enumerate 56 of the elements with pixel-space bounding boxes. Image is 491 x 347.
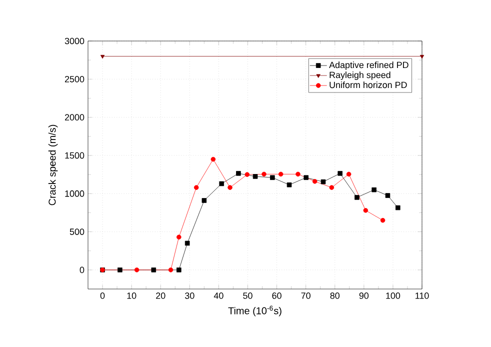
x-tick-label: 70 — [301, 292, 310, 299]
x-tick-label: 30 — [185, 292, 194, 299]
point — [372, 187, 376, 192]
point — [176, 234, 182, 240]
point — [296, 172, 300, 177]
x-tick-label: 110 — [416, 292, 429, 299]
point — [168, 268, 174, 272]
y-tick-label: 1000 — [65, 190, 84, 197]
point — [176, 268, 182, 272]
point — [184, 240, 190, 246]
x-tick-label: 10 — [127, 292, 136, 299]
point — [380, 218, 386, 223]
point — [396, 205, 400, 210]
y-tick-label: 2500 — [64, 76, 84, 82]
point — [202, 198, 207, 203]
point — [151, 268, 156, 272]
point — [312, 179, 318, 184]
point — [304, 175, 309, 180]
legend-label: Rayleigh speed — [330, 72, 390, 80]
legend-label: Uniform horizon PD — [330, 82, 407, 88]
x-tick-label: 100 — [386, 292, 400, 299]
y-tick-label: 1500 — [65, 152, 84, 159]
point — [228, 185, 232, 190]
y-tick-label: 500 — [70, 228, 84, 235]
point — [346, 172, 352, 177]
x-tick-label: 50 — [243, 292, 252, 299]
point — [354, 195, 360, 200]
point — [320, 179, 326, 184]
x-tick-label: 20 — [156, 292, 166, 299]
point — [194, 185, 199, 190]
point — [236, 171, 241, 176]
y-tick-label: 0 — [80, 266, 84, 274]
point — [134, 268, 140, 272]
point — [262, 172, 266, 177]
x-tick-label: 60 — [272, 292, 282, 299]
x-tick-label: 0 — [100, 292, 105, 299]
point — [278, 172, 284, 177]
x-tick-label: 90 — [359, 292, 369, 299]
point — [244, 172, 250, 177]
x-tick-label: 40 — [214, 292, 224, 299]
point — [252, 174, 258, 179]
point — [385, 193, 390, 198]
y-tick-label: 3000 — [64, 38, 84, 44]
point — [363, 208, 368, 213]
legend-label: Adaptive refined PD — [329, 62, 408, 70]
point — [118, 268, 122, 272]
x-axis-title: Time (10$^{-6}$s) — [228, 306, 282, 316]
point — [210, 156, 216, 162]
point — [286, 182, 292, 188]
y-axis-title: Crack speed (m/s) — [48, 124, 58, 206]
point — [270, 175, 275, 180]
y-tick-label: 2000 — [64, 114, 84, 120]
point — [329, 185, 334, 190]
point — [338, 171, 342, 176]
point — [219, 181, 224, 186]
x-tick-label: 80 — [330, 292, 340, 299]
